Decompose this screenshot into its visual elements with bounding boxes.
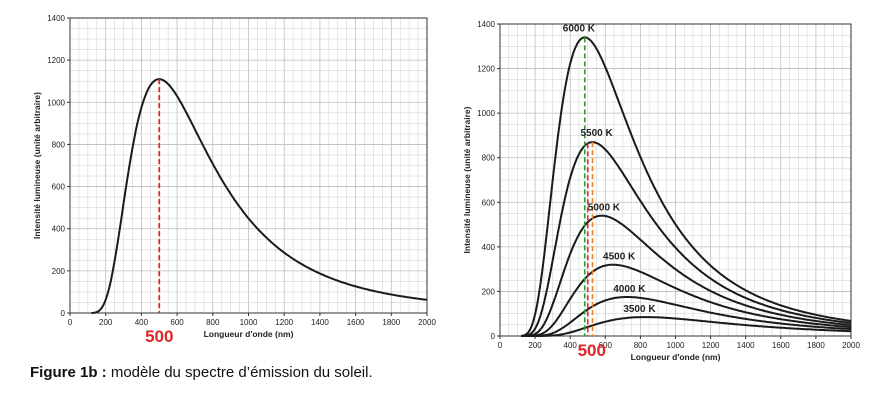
spectrum-curve-5800k [91, 78, 428, 314]
curve-6000k [520, 36, 852, 337]
marker-label-500: 500 [145, 327, 173, 346]
x-tick-label: 800 [206, 318, 220, 327]
x-tick-label: 0 [498, 341, 503, 350]
x-axis-label: Longueur d'onde (nm) [204, 329, 294, 339]
caption-text: modèle du spectre d’émission du soleil. [106, 364, 373, 381]
y-tick-label: 600 [482, 198, 496, 207]
x-tick-label: 200 [528, 341, 542, 350]
x-tick-label: 400 [564, 341, 578, 350]
y-tick-label: 200 [482, 287, 496, 296]
curve-label-4500k: 4500 K [603, 252, 636, 263]
x-tick-label: 2000 [842, 341, 860, 350]
curve-label-5500k: 5500 K [580, 128, 613, 139]
chart-single-spectrum: 0 200 400 600 800 1000 1200 1400 1600 1800 2000 0 20… [32, 14, 436, 346]
y-tick-label: 400 [52, 225, 66, 234]
grid [69, 17, 428, 314]
x-tick-label: 1000 [667, 341, 685, 350]
x-tick-label: 800 [634, 341, 648, 350]
curve-5500k [521, 141, 852, 337]
y-tick-label: 1000 [47, 98, 65, 107]
chart-blackbody-temperatures: 0 200 400 600 800 1000 1200 1400 1600 1800 2000 0 20… [462, 20, 860, 362]
y-tick-label: 200 [52, 267, 66, 276]
x-tick-label: 200 [99, 318, 113, 327]
x-tick-label: 1200 [275, 318, 293, 327]
curve-3500k [521, 316, 852, 337]
y-tick-label: 800 [52, 140, 66, 149]
x-tick-label: 2000 [418, 318, 436, 327]
x-tick-label: 1600 [772, 341, 790, 350]
x-tick-label: 1600 [347, 318, 365, 327]
x-tick-label: 1800 [807, 341, 825, 350]
figure-caption: Figure 1b : modèle du spectre d’émission… [30, 364, 373, 381]
curve-label-4000k: 4000 K [613, 284, 646, 295]
curve-label-3500k: 3500 K [623, 304, 656, 315]
curve-5000k [521, 214, 852, 337]
curve-label-5000k: 5000 K [588, 203, 621, 214]
y-axis-label: Intensité lumineuse (unité arbitraire) [32, 92, 42, 239]
y-axis-label: Intensité lumineuse (unité arbitraire) [462, 106, 472, 253]
x-tick-label: 600 [599, 341, 613, 350]
x-tick-label: 400 [135, 318, 149, 327]
x-tick-label: 1000 [240, 318, 258, 327]
y-tick-label: 1000 [477, 109, 495, 118]
y-tick-label: 1400 [47, 14, 65, 23]
x-tick-label: 1800 [382, 318, 400, 327]
y-tick-label: 600 [52, 183, 66, 192]
y-tick-label: 1200 [477, 65, 495, 74]
curve-label-6000k: 6000 K [563, 23, 596, 34]
x-tick-label: 0 [68, 318, 73, 327]
x-tick-label: 1200 [702, 341, 720, 350]
y-tick-label: 1400 [477, 20, 495, 29]
y-tick-label: 0 [491, 332, 496, 341]
y-tick-label: 400 [482, 243, 496, 252]
y-tick-label: 1200 [47, 56, 65, 65]
x-tick-label: 600 [170, 318, 184, 327]
x-tick-label: 1400 [311, 318, 329, 327]
x-axis-label: Longueur d'onde (nm) [631, 352, 721, 362]
y-tick-label: 0 [61, 309, 66, 318]
curve-4500k [521, 263, 852, 337]
y-tick-label: 800 [482, 154, 496, 163]
curve-4000k [521, 296, 852, 337]
caption-label: Figure 1b : [30, 364, 107, 381]
marker-label-500: 500 [578, 341, 606, 360]
x-tick-label: 1400 [737, 341, 755, 350]
